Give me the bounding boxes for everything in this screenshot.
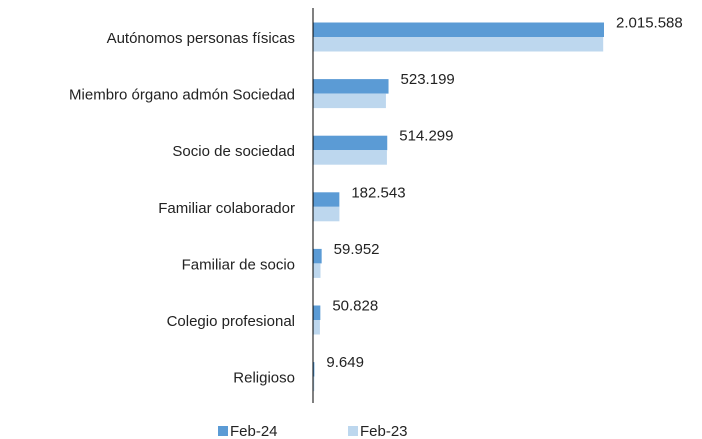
value-label: 59.952	[334, 241, 380, 258]
bar	[313, 206, 340, 222]
category-label: Religioso	[233, 370, 295, 387]
category-label: Miembro órgano admón Sociedad	[69, 87, 295, 104]
bar	[313, 22, 604, 37]
value-label: 2.015.588	[616, 14, 683, 31]
bar	[313, 150, 387, 165]
value-label: 514.299	[399, 128, 453, 145]
category-label: Colegio profesional	[167, 313, 295, 330]
legend-swatch	[218, 426, 228, 436]
bar	[313, 192, 340, 207]
category-label: Autónomos personas físicas	[107, 30, 295, 47]
category-label: Socio de sociedad	[172, 143, 295, 160]
bar	[313, 79, 389, 94]
bar	[313, 135, 388, 151]
value-label: 50.828	[332, 297, 378, 314]
legend-label: Feb-23	[360, 423, 408, 439]
bar	[313, 263, 321, 278]
bar	[313, 362, 315, 377]
bar	[313, 320, 320, 335]
bar	[313, 248, 322, 264]
legend-swatch	[348, 426, 358, 436]
value-label: 523.199	[401, 71, 455, 88]
bar	[313, 305, 321, 320]
value-label: 9.649	[326, 354, 364, 371]
bar	[313, 376, 315, 392]
legend-label: Feb-24	[230, 423, 278, 439]
value-label: 182.543	[351, 184, 405, 201]
category-label: Familiar de socio	[182, 256, 295, 273]
bar	[313, 93, 386, 109]
bar	[313, 37, 604, 52]
category-label: Familiar colaborador	[158, 200, 295, 217]
